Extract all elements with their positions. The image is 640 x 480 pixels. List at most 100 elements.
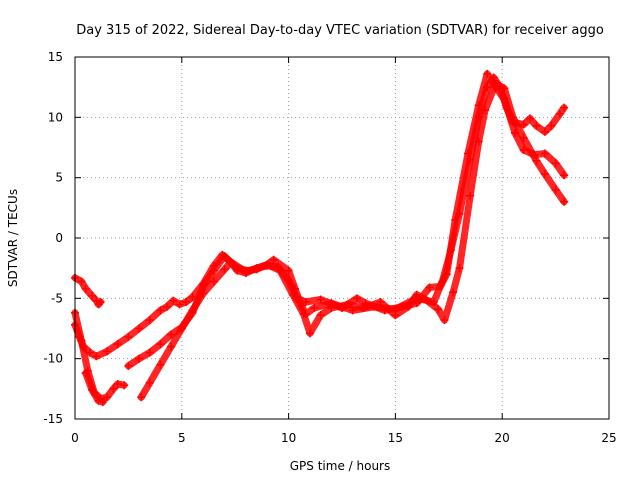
- data-point-marker: [145, 316, 154, 325]
- data-point-marker: [175, 300, 184, 309]
- data-point-marker: [434, 305, 443, 314]
- data-point-marker: [519, 120, 528, 129]
- data-point-marker: [359, 303, 368, 312]
- data-point-marker: [169, 296, 178, 305]
- data-point-marker: [508, 113, 517, 122]
- data-point-marker: [137, 393, 146, 402]
- data-point-marker: [220, 265, 229, 274]
- data-point-marker: [113, 380, 122, 389]
- data-point-marker: [98, 398, 107, 407]
- series-layer: [71, 69, 569, 407]
- data-point-marker: [547, 121, 556, 130]
- data-point-marker: [81, 369, 90, 378]
- data-point-marker: [540, 127, 549, 136]
- data-point-marker: [305, 329, 314, 338]
- data-point-marker: [81, 284, 90, 293]
- data-point-marker: [466, 191, 475, 200]
- data-point-marker: [440, 316, 449, 325]
- data-point-marker: [103, 393, 112, 402]
- data-point-marker: [241, 266, 250, 275]
- data-point-marker: [519, 133, 528, 142]
- y-tick-label: -15: [43, 412, 63, 426]
- data-point-marker: [124, 361, 133, 370]
- data-point-marker: [269, 255, 278, 264]
- y-tick-label: 15: [48, 50, 63, 64]
- data-point-marker: [156, 340, 165, 349]
- data-point-marker: [316, 295, 325, 304]
- data-point-marker: [162, 302, 171, 311]
- data-point-marker: [220, 252, 229, 261]
- data-point-marker: [301, 297, 310, 306]
- data-point-marker: [276, 266, 285, 275]
- data-point-marker: [500, 84, 509, 93]
- data-point-marker: [103, 347, 112, 356]
- data-point-marker: [551, 185, 560, 194]
- data-point-marker: [88, 291, 97, 300]
- data-point-marker: [209, 277, 218, 286]
- data-point-marker: [532, 121, 541, 130]
- data-point-marker: [88, 386, 97, 395]
- data-point-marker: [135, 324, 144, 333]
- data-point-marker: [391, 311, 400, 320]
- data-point-marker: [145, 378, 154, 387]
- data-point-marker: [560, 171, 569, 180]
- data-point-marker: [310, 303, 319, 312]
- data-point-marker: [316, 311, 325, 320]
- data-point-marker: [474, 137, 483, 146]
- data-point-marker: [352, 294, 361, 303]
- x-tick-label: 0: [71, 431, 79, 445]
- data-point-marker: [455, 264, 464, 273]
- y-tick-label: 5: [55, 171, 63, 185]
- series-band: [124, 80, 568, 370]
- data-point-marker: [288, 290, 297, 299]
- data-point-marker: [77, 277, 86, 286]
- data-point-marker: [77, 336, 86, 345]
- data-point-marker: [404, 302, 413, 311]
- data-point-marker: [451, 215, 460, 224]
- x-tick-label: 20: [495, 431, 510, 445]
- data-point-marker: [540, 149, 549, 158]
- y-axis-label: SDTVAR / TECUs: [6, 189, 20, 287]
- data-point-marker: [135, 354, 144, 363]
- data-point-marker: [519, 145, 528, 154]
- data-point-marker: [109, 384, 118, 393]
- data-point-marker: [124, 332, 133, 341]
- data-point-marker: [464, 149, 473, 158]
- data-point-marker: [167, 330, 176, 339]
- x-tick-label: 25: [601, 431, 616, 445]
- data-point-marker: [94, 396, 103, 405]
- data-point-marker: [113, 340, 122, 349]
- data-point-marker: [425, 283, 434, 292]
- data-point-marker: [263, 260, 272, 269]
- data-point-marker: [145, 348, 154, 357]
- data-point-marker: [156, 306, 165, 315]
- data-point-marker: [423, 296, 432, 305]
- x-tick-label: 5: [178, 431, 186, 445]
- data-point-marker: [491, 79, 500, 88]
- data-point-marker: [284, 266, 293, 275]
- data-point-marker: [199, 282, 208, 291]
- data-point-marker: [449, 288, 458, 297]
- data-point-marker: [532, 156, 541, 165]
- data-point-marker: [474, 101, 483, 110]
- data-point-marker: [252, 265, 261, 274]
- y-tick-label: 0: [55, 231, 63, 245]
- x-axis-label: GPS time / hours: [290, 459, 391, 473]
- data-point-marker: [555, 109, 564, 118]
- data-point-marker: [120, 381, 129, 390]
- data-point-marker: [481, 106, 490, 115]
- y-tick-label: -10: [43, 352, 63, 366]
- data-point-marker: [327, 303, 336, 312]
- y-tick-label: 10: [48, 110, 63, 124]
- data-point-marker: [560, 103, 569, 112]
- data-point-marker: [156, 360, 165, 369]
- data-point-marker: [525, 114, 534, 123]
- grid-layer: [75, 57, 609, 419]
- y-tick-label: -5: [51, 291, 63, 305]
- data-point-marker: [412, 290, 421, 299]
- x-tick-label: 15: [388, 431, 403, 445]
- data-point-marker: [188, 308, 197, 317]
- data-point-marker: [540, 170, 549, 179]
